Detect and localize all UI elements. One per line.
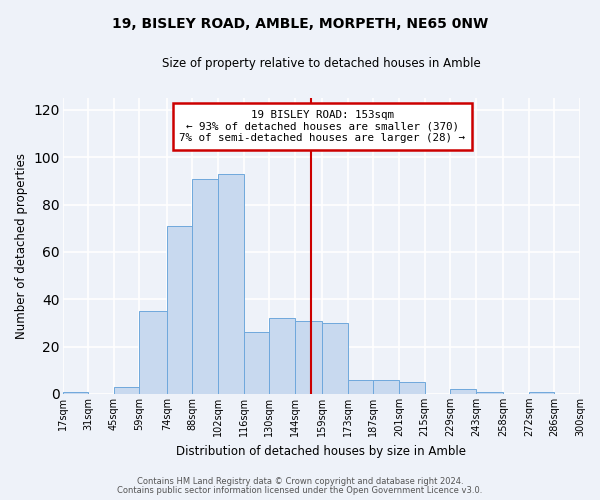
- Bar: [476, 392, 503, 394]
- Y-axis label: Number of detached properties: Number of detached properties: [15, 153, 28, 339]
- Bar: [269, 318, 295, 394]
- Bar: [167, 226, 193, 394]
- X-axis label: Distribution of detached houses by size in Amble: Distribution of detached houses by size …: [176, 444, 466, 458]
- Text: 19, BISLEY ROAD, AMBLE, MORPETH, NE65 0NW: 19, BISLEY ROAD, AMBLE, MORPETH, NE65 0N…: [112, 18, 488, 32]
- Text: Contains public sector information licensed under the Open Government Licence v3: Contains public sector information licen…: [118, 486, 482, 495]
- Title: Size of property relative to detached houses in Amble: Size of property relative to detached ho…: [162, 58, 481, 70]
- Bar: [139, 311, 167, 394]
- Bar: [529, 392, 554, 394]
- Bar: [580, 392, 600, 394]
- Bar: [63, 392, 88, 394]
- Bar: [244, 332, 269, 394]
- Bar: [450, 389, 476, 394]
- Bar: [348, 380, 373, 394]
- Text: 19 BISLEY ROAD: 153sqm
← 93% of detached houses are smaller (370)
7% of semi-det: 19 BISLEY ROAD: 153sqm ← 93% of detached…: [179, 110, 465, 143]
- Bar: [218, 174, 244, 394]
- Bar: [373, 380, 399, 394]
- Bar: [295, 320, 322, 394]
- Bar: [193, 178, 218, 394]
- Text: Contains HM Land Registry data © Crown copyright and database right 2024.: Contains HM Land Registry data © Crown c…: [137, 477, 463, 486]
- Bar: [114, 387, 139, 394]
- Bar: [399, 382, 425, 394]
- Bar: [322, 323, 348, 394]
